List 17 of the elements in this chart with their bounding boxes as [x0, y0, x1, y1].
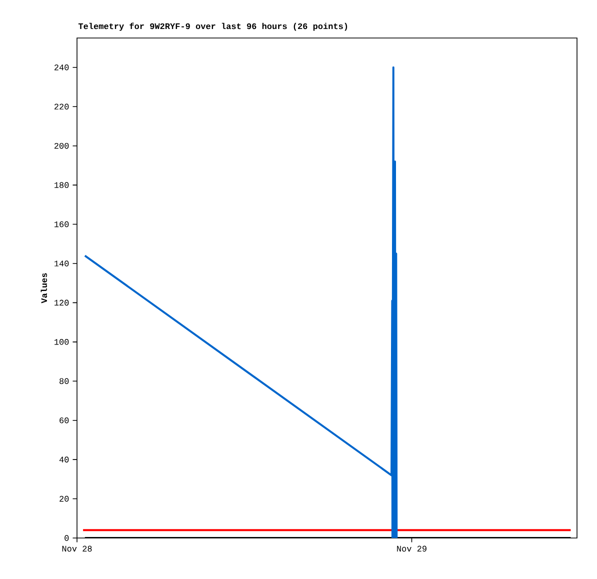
y-tick-label: 100: [54, 339, 69, 345]
y-tick-label: 60: [60, 417, 69, 424]
y-tick-label: 160: [54, 221, 69, 228]
x-tick-label: Nov 29: [397, 546, 426, 552]
chart-title: Telemetry for 9W2RYF-9 over last 96 hours (26 points): [78, 22, 348, 31]
y-tick-label: 200: [54, 142, 69, 149]
y-tick-label: 40: [59, 456, 69, 462]
y-tick-label: 240: [54, 64, 69, 70]
y-tick-label: 140: [54, 260, 69, 266]
y-tick-label: 0: [64, 535, 69, 541]
y-axis-title: Values: [40, 273, 48, 304]
y-tick-label: 80: [60, 378, 69, 384]
x-tick-label: Nov 28: [62, 546, 92, 552]
y-tick-label: 180: [54, 182, 69, 188]
y-tick-label: 20: [60, 496, 69, 502]
y-tick-label: 220: [54, 104, 69, 110]
y-tick-label: 120: [54, 300, 69, 306]
